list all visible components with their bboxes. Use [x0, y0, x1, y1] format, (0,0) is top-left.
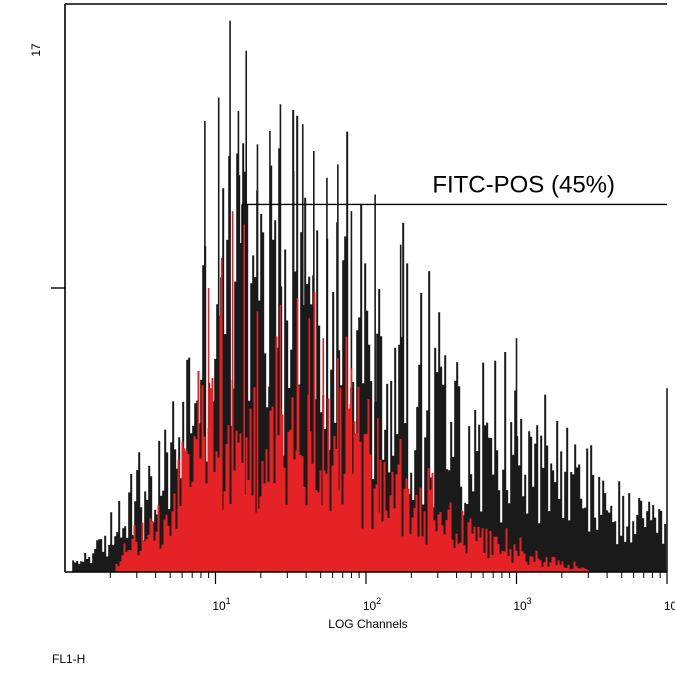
x-axis-title: LOG Channels — [328, 617, 407, 631]
gate-label: FITC-POS (45%) — [432, 171, 615, 198]
red-bars-path — [115, 291, 592, 572]
y-max-label: 17 — [29, 43, 43, 57]
gate-marker: FITC-POS (45%) — [241, 171, 667, 245]
x-tick-label-1: 102 — [363, 596, 381, 613]
x-tick-label-3: 104 — [664, 596, 675, 613]
axis-labels: LOG Channels FL1-H 17 — [29, 43, 408, 666]
parameter-label: FL1-H — [52, 652, 85, 666]
x-tick-label-2: 103 — [513, 596, 531, 613]
series-red-bars — [115, 211, 592, 572]
x-tick-label-0: 101 — [212, 596, 230, 613]
axes: 101 102 103 104 — [51, 3, 675, 613]
